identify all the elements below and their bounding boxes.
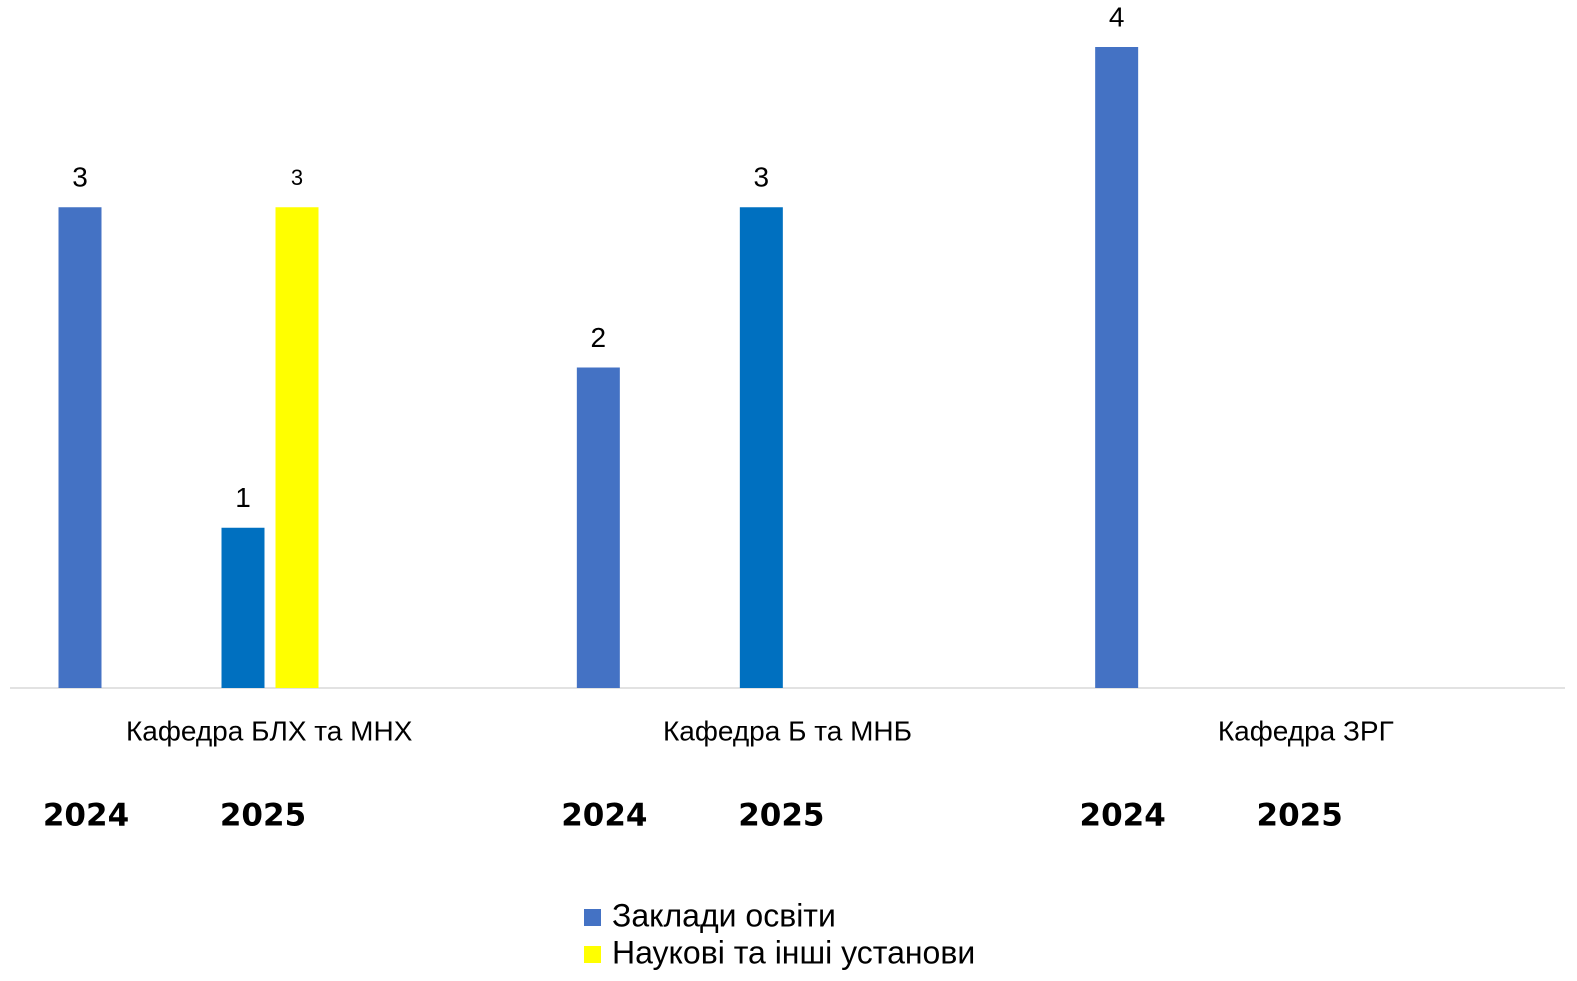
bar xyxy=(1095,47,1139,688)
x-tick-label: Кафедра ЗРГ xyxy=(1218,715,1394,746)
bar xyxy=(275,207,319,688)
year-label: 2024 xyxy=(561,798,647,834)
bar xyxy=(58,207,102,688)
data-label: 4 xyxy=(1109,1,1125,32)
year-label: 2025 xyxy=(220,798,306,834)
x-tick-label: Кафедра Б та МНБ xyxy=(663,715,912,746)
bar xyxy=(739,207,783,688)
year-label: 2024 xyxy=(43,798,129,834)
data-label: 1 xyxy=(235,482,251,513)
data-label: 3 xyxy=(72,162,88,193)
data-label: 3 xyxy=(754,162,770,193)
legend-label: Заклади освіти xyxy=(612,897,836,933)
year-label: 2024 xyxy=(1080,798,1166,834)
data-label: 2 xyxy=(591,322,607,353)
year-label: 2025 xyxy=(738,798,824,834)
legend-label: Наукові та інші установи xyxy=(612,934,975,970)
data-label: 3 xyxy=(291,165,303,190)
bar xyxy=(576,367,620,688)
legend-swatch xyxy=(584,946,601,963)
bar xyxy=(221,527,265,688)
x-tick-label: Кафедра БЛХ та МНХ xyxy=(126,715,413,746)
legend-swatch xyxy=(584,909,601,926)
year-label: 2025 xyxy=(1257,798,1343,834)
